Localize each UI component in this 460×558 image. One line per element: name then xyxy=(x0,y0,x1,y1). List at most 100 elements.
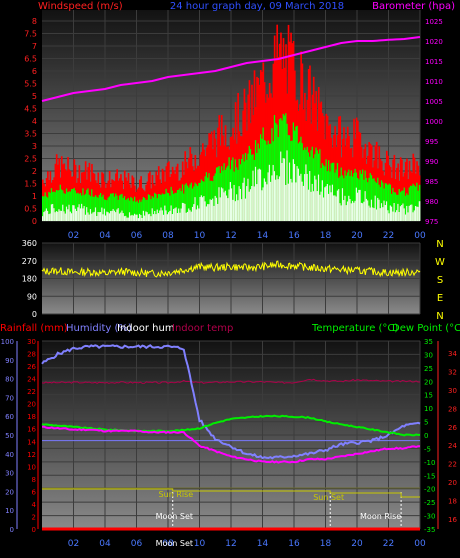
wind-average-bar xyxy=(204,176,207,221)
wind-lull-bar xyxy=(312,191,315,221)
wind-lull-bar xyxy=(101,207,103,221)
wind-gust-bar xyxy=(343,127,345,221)
wind-average-bar xyxy=(398,189,401,221)
wind-average-bar xyxy=(127,197,130,221)
wind-average-bar xyxy=(335,169,338,221)
wind-lull-bar xyxy=(123,216,126,221)
wind-lull-bar xyxy=(169,210,171,221)
wind-lull-bar xyxy=(210,199,213,221)
wind-average-bar xyxy=(236,167,238,221)
wind-lull-bar xyxy=(89,209,92,221)
indoor-temp-y-tick-label: 22 xyxy=(448,461,457,469)
wind-average-bar xyxy=(316,150,319,221)
wind-lull-bar xyxy=(127,217,130,221)
wind-average-bar xyxy=(407,195,410,221)
wind-lull-bar xyxy=(63,211,66,221)
wind-lull-bar xyxy=(94,207,97,221)
wind-lull-bar xyxy=(108,213,111,221)
wind-lull-bar xyxy=(205,206,208,221)
wind-average-bar xyxy=(373,178,376,221)
wind-average-bar xyxy=(186,185,189,221)
wind-average-bar xyxy=(74,190,77,221)
wind-lull-bar xyxy=(73,205,76,221)
wind-lull-bar xyxy=(86,207,88,221)
wind-y-tick-label: 1 xyxy=(32,192,37,201)
wind-average-bar xyxy=(133,196,136,221)
wind-average-bar xyxy=(142,196,145,221)
wind-average-bar xyxy=(403,187,406,221)
humidity-y-tick-label: 30 xyxy=(5,470,14,478)
wind-lull-bar xyxy=(261,190,263,221)
wind-y-tick-label: 7 xyxy=(32,42,37,51)
wind-x-tick-label: 06 xyxy=(131,231,143,241)
wind-average-bar xyxy=(60,189,63,221)
wind-lull-bar xyxy=(334,195,336,221)
wind-lull-bar xyxy=(231,188,233,221)
wind-lull-bar xyxy=(364,191,367,221)
wind-lull-bar xyxy=(320,191,323,221)
wind-x-tick-label: 18 xyxy=(320,231,332,241)
wind-lull-bar xyxy=(380,203,383,221)
baro-y-tick-label: 1020 xyxy=(425,38,443,46)
wind-lull-bar xyxy=(265,181,267,221)
temp-x-tick-label: 22 xyxy=(383,539,394,549)
temp-x-tick-label: 10 xyxy=(194,539,206,549)
wind-gust-bar xyxy=(67,157,69,221)
baro-y-tick-label: 1010 xyxy=(425,78,443,86)
wind-average-bar xyxy=(348,169,350,221)
temp-y-tick-label: -5 xyxy=(424,445,431,453)
wind-average-bar xyxy=(176,190,179,221)
wind-average-bar xyxy=(53,191,55,221)
wind-lull-bar xyxy=(357,192,359,221)
wind-average-bar xyxy=(88,194,91,221)
wind-average-bar xyxy=(411,185,413,221)
wind-gust-bar xyxy=(108,170,111,221)
temp-x-tick-label: 20 xyxy=(351,539,363,549)
wind-lull-bar xyxy=(150,216,153,221)
wind-average-bar xyxy=(105,199,107,221)
wind-lull-bar xyxy=(47,210,49,221)
wind-gust-bar xyxy=(58,158,61,221)
wind-lull-bar xyxy=(251,186,253,221)
temp-legend-label: Rainfall (mm) xyxy=(0,323,68,334)
wind-average-bar xyxy=(291,140,294,221)
wind-lull-bar xyxy=(118,213,121,221)
wind-lull-bar xyxy=(78,204,81,221)
compass-label: N xyxy=(436,239,443,250)
wind-gust-bar xyxy=(276,24,279,221)
wind-average-bar xyxy=(79,193,82,221)
wind-lull-bar xyxy=(154,211,156,221)
wind-average-bar xyxy=(185,183,188,221)
wind-lull-bar xyxy=(147,214,150,221)
wind-average-bar xyxy=(144,198,146,221)
wind-gust-bar xyxy=(301,63,304,222)
wind-average-bar xyxy=(125,199,127,221)
compass-label: S xyxy=(437,275,443,286)
wind-average-bar xyxy=(350,170,353,221)
wind-lull-bar xyxy=(121,210,124,221)
wind-lull-bar xyxy=(291,182,294,221)
temp-legend-label: Humidity (%) xyxy=(66,323,132,334)
wind-average-bar xyxy=(188,187,190,221)
wind-average-bar xyxy=(275,122,277,221)
rain-y-tick-label: 22 xyxy=(27,388,36,396)
wind-lull-bar xyxy=(305,164,307,221)
sun-moon-annotation: Moon Set xyxy=(156,512,193,521)
wind-lull-bar xyxy=(198,208,200,221)
wind-lull-bar xyxy=(181,202,184,221)
wind-lull-bar xyxy=(116,209,118,221)
wind-lull-bar xyxy=(374,195,377,221)
wind-average-bar xyxy=(394,192,397,221)
wind-lull-bar xyxy=(135,214,137,221)
wind-average-bar xyxy=(408,187,411,221)
humidity-y-tick-label: 60 xyxy=(5,413,14,421)
wind-lull-bar xyxy=(168,212,170,221)
temp-x-tick-label: 06 xyxy=(131,539,143,549)
temp-x-tick-label: 08 xyxy=(162,539,174,549)
wind-average-bar xyxy=(234,159,237,221)
wind-lull-bar xyxy=(213,205,216,221)
humidity-y-tick-label: 20 xyxy=(5,488,14,496)
wind-average-bar xyxy=(147,194,150,221)
humidity-y-tick-label: 10 xyxy=(5,507,14,515)
